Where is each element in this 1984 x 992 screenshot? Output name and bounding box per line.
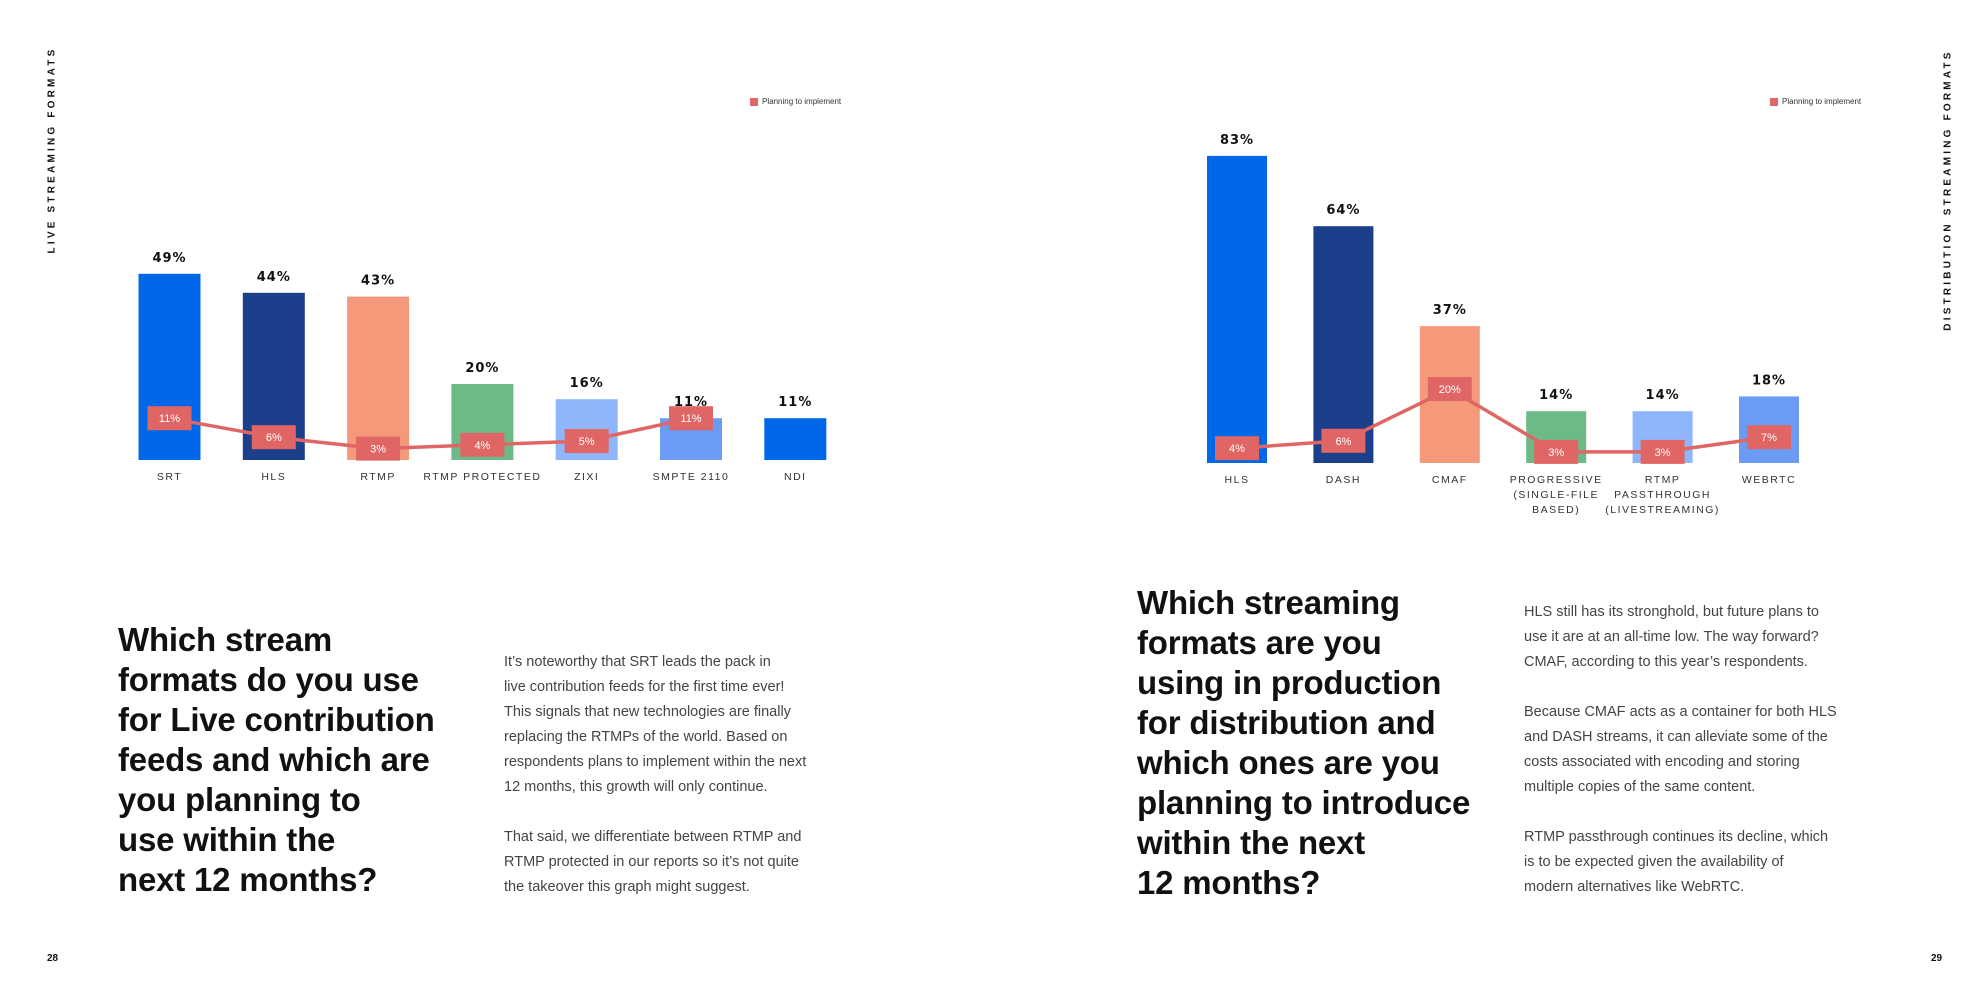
legend-right: Planning to implement	[1770, 97, 1861, 106]
planning-value-label: 6%	[1335, 436, 1351, 448]
planning-value-label: 5%	[579, 436, 595, 448]
category-label: RTMP	[360, 471, 396, 483]
legend-label: Planning to implement	[1782, 97, 1862, 106]
planning-marker	[564, 429, 609, 453]
planning-marker	[356, 436, 401, 461]
category-label: BASED)	[1532, 504, 1580, 516]
bar-value-label: 43%	[361, 274, 395, 289]
category-label: SMPTE 2110	[653, 471, 730, 483]
category-label: ZIXI	[574, 471, 599, 483]
heading-line: you planning to	[118, 781, 361, 818]
planning-marker	[460, 432, 505, 457]
planning-value-label: 7%	[1761, 432, 1777, 444]
category-label: (LIVESTREAMING)	[1605, 504, 1720, 516]
bar-value-label: 49%	[152, 251, 186, 266]
category-label: HLS	[1225, 474, 1250, 486]
bar	[347, 296, 410, 460]
heading-line: formats are you	[1137, 624, 1382, 661]
bar-value-label: 11%	[778, 395, 812, 410]
bar-value-label: 44%	[257, 270, 291, 285]
planning-value-label: 20%	[1439, 384, 1461, 396]
page-number-right: 29	[1931, 953, 1943, 964]
category-label: CMAF	[1432, 474, 1468, 486]
category-label: HLS	[261, 471, 286, 483]
heading-line: using in production	[1137, 664, 1442, 701]
bar-value-label: 83%	[1220, 133, 1254, 148]
planning-marker	[147, 406, 192, 431]
heading-line: Which streaming	[1137, 584, 1400, 621]
heading-line: Which stream	[118, 621, 332, 658]
bar	[1207, 155, 1267, 463]
page-heading-right: Which streaming formats are you using in…	[1137, 583, 1507, 903]
bar	[1313, 226, 1374, 463]
category-label: WEBRTC	[1742, 474, 1796, 486]
heading-line: for distribution and	[1137, 704, 1436, 741]
planning-marker	[251, 425, 296, 450]
planning-marker	[1215, 436, 1259, 461]
category-label: NDI	[784, 471, 807, 483]
legend-left: Planning to implement	[750, 97, 841, 106]
body-text-right: HLS still has its stronghold, but future…	[1524, 600, 1884, 925]
planning-marker	[1427, 377, 1472, 401]
bar-value-label: 20%	[465, 361, 499, 376]
category-label: RTMP PROTECTED	[423, 471, 541, 483]
category-label: PROGRESSIVE	[1510, 474, 1603, 486]
planning-marker	[1640, 439, 1685, 464]
bar-value-label: 37%	[1433, 303, 1467, 318]
paragraph: That said, we differentiate between RTMP…	[504, 829, 802, 895]
planning-marker	[1534, 439, 1579, 464]
paragraph: HLS still has its stronghold, but future…	[1524, 604, 1819, 670]
page-number-left: 28	[47, 953, 59, 964]
category-label: RTMP	[1645, 474, 1681, 486]
heading-line: feeds and which are	[118, 741, 430, 778]
category-label: (SINGLE-FILE	[1513, 489, 1599, 501]
legend-swatch	[750, 97, 758, 106]
paragraph: Because CMAF acts as a container for bot…	[1524, 704, 1837, 795]
planning-value-label: 3%	[1655, 447, 1671, 459]
planning-value-label: 11%	[680, 413, 701, 425]
page-heading-left: Which stream formats do you use for Live…	[118, 620, 478, 900]
planning-value-label: 4%	[1229, 443, 1245, 455]
category-label: DASH	[1326, 474, 1361, 486]
bar-value-label: 64%	[1326, 203, 1360, 218]
bar-value-label: 14%	[1539, 388, 1573, 403]
heading-line: which ones are you	[1137, 744, 1440, 781]
planning-marker	[1321, 428, 1366, 453]
body-text-left: It’s noteworthy that SRT leads the pack …	[504, 650, 864, 925]
bar	[764, 418, 827, 460]
heading-line: formats do you use	[118, 661, 419, 698]
paragraph: It’s noteworthy that SRT leads the pack …	[504, 654, 807, 795]
planning-marker	[1747, 425, 1791, 450]
planning-value-label: 4%	[474, 440, 490, 452]
legend-swatch	[1770, 97, 1778, 106]
bar-value-label: 16%	[570, 376, 604, 391]
bar-value-label: 18%	[1752, 373, 1786, 388]
planning-value-label: 11%	[159, 413, 180, 425]
planning-value-label: 3%	[370, 444, 386, 456]
heading-line: use within the	[118, 821, 336, 858]
category-label: PASSTHROUGH	[1614, 489, 1711, 501]
planning-value-label: 6%	[266, 432, 282, 444]
bar-value-label: 14%	[1646, 388, 1680, 403]
planning-marker	[669, 406, 713, 431]
planning-value-label: 3%	[1548, 447, 1564, 459]
heading-line: 12 months?	[1137, 864, 1321, 901]
heading-line: next 12 months?	[118, 861, 378, 898]
paragraph: RTMP passthrough continues its decline, …	[1524, 829, 1829, 895]
heading-line: for Live contribution	[118, 701, 435, 738]
legend-label: Planning to implement	[762, 97, 842, 106]
category-label: SRT	[157, 471, 182, 483]
heading-line: within the next	[1137, 824, 1366, 861]
heading-line: planning to introduce	[1137, 784, 1471, 821]
